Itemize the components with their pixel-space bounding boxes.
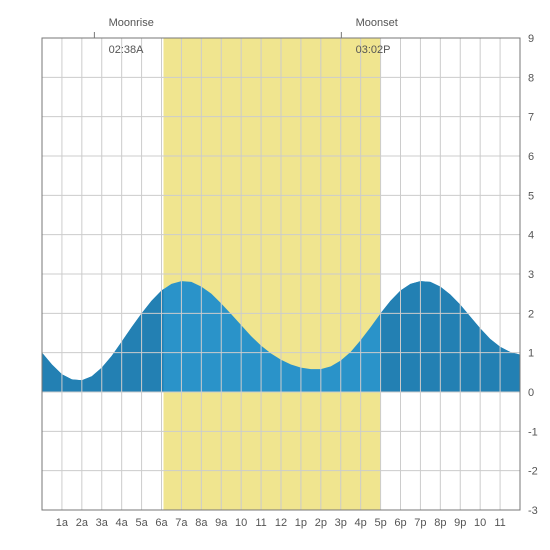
y-tick-label: 4 xyxy=(528,230,534,242)
y-tick-label: 3 xyxy=(528,269,534,281)
x-tick-label: 12 xyxy=(275,517,287,529)
moonrise-value: 02:38A xyxy=(109,44,144,56)
x-tick-label: 11 xyxy=(255,517,266,529)
x-tick-label: 9p xyxy=(454,517,466,529)
x-tick-label: 6a xyxy=(155,517,168,529)
x-tick-label: 3p xyxy=(335,517,347,529)
tide-chart: 1a2a3a4a5a6a7a8a9a1011121p2p3p4p5p6p7p8p… xyxy=(0,0,550,550)
x-tick-label: 4a xyxy=(116,517,129,529)
x-tick-label: 3a xyxy=(96,517,109,529)
moonset-label: Moonset xyxy=(356,17,398,29)
y-tick-label: 1 xyxy=(528,348,534,360)
moonset-annotation: Moonset 03:02P xyxy=(343,4,397,70)
moonrise-annotation: Moonrise 02:38A xyxy=(96,4,153,70)
x-tick-label: 2p xyxy=(315,517,327,529)
x-tick-label: 1p xyxy=(295,517,307,529)
x-tick-label: 5a xyxy=(135,517,148,529)
x-tick-label: 10 xyxy=(474,517,486,529)
x-tick-label: 9a xyxy=(215,517,228,529)
moonrise-label: Moonrise xyxy=(109,17,154,29)
tide-chart-container: 1a2a3a4a5a6a7a8a9a1011121p2p3p4p5p6p7p8p… xyxy=(0,0,550,550)
y-tick-label: 2 xyxy=(528,308,534,320)
x-tick-label: 7a xyxy=(175,517,188,529)
y-tick-label: 8 xyxy=(528,72,534,84)
y-tick-label: 6 xyxy=(528,151,534,163)
x-tick-label: 6p xyxy=(394,517,406,529)
x-tick-label: 11 xyxy=(494,517,505,529)
x-tick-label: 5p xyxy=(374,517,386,529)
y-tick-label: 0 xyxy=(528,387,534,399)
y-tick-label: 7 xyxy=(528,112,534,124)
y-tick-label: -3 xyxy=(528,505,538,517)
x-tick-label: 8p xyxy=(434,517,446,529)
y-tick-label: 9 xyxy=(528,33,534,45)
y-tick-label: 5 xyxy=(528,190,534,202)
x-tick-label: 1a xyxy=(56,517,69,529)
x-tick-label: 4p xyxy=(355,517,367,529)
y-tick-label: -1 xyxy=(528,426,538,438)
x-tick-label: 7p xyxy=(414,517,426,529)
x-tick-label: 10 xyxy=(235,517,247,529)
moonset-value: 03:02P xyxy=(356,44,391,56)
y-tick-label: -2 xyxy=(528,466,538,478)
x-tick-label: 2a xyxy=(76,517,89,529)
x-tick-label: 8a xyxy=(195,517,208,529)
